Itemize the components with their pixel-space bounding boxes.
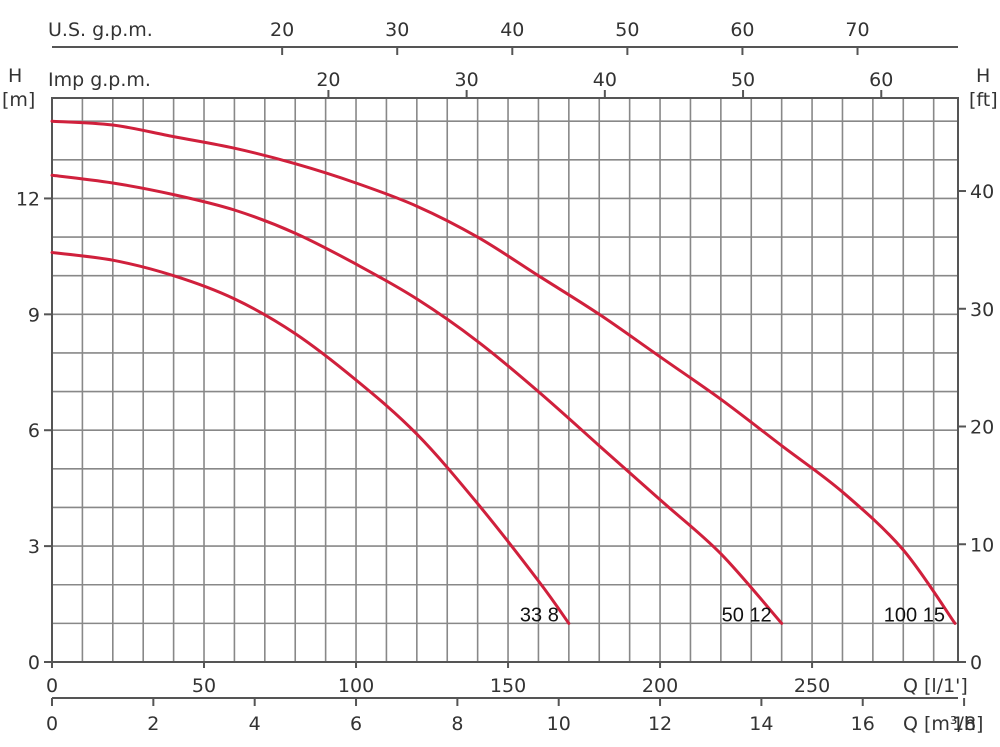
top-imp-tick-label: 20 (316, 69, 340, 91)
top-imp-tick-label: 30 (455, 69, 479, 91)
right-tick-label: 30 (970, 299, 994, 321)
curve-label-100-15: 100 15 (884, 604, 945, 626)
bottom-secondary-tick-label: 12 (648, 713, 672, 735)
top-imp-tick-label: 40 (593, 69, 617, 91)
top-us-tick-label: 40 (500, 19, 524, 41)
bottom-secondary-tick-label: 0 (46, 713, 58, 735)
left-axis-unit: [m] (2, 89, 35, 111)
right-tick-label: 40 (970, 181, 994, 203)
top-us-tick-label: 30 (385, 19, 409, 41)
bottom-secondary-tick-label: 14 (749, 713, 773, 735)
top-imp-axis-label: Imp g.p.m. (48, 69, 151, 91)
bottom-secondary-tick-label: 10 (547, 713, 571, 735)
right-tick-label: 0 (970, 652, 982, 674)
bottom-secondary-tick-label: 2 (147, 713, 159, 735)
top-us-tick-label: 20 (270, 19, 294, 41)
bottom-primary-tick-label: 200 (642, 675, 678, 697)
pump-curves (50, 119, 957, 625)
top-us-tick-label: 70 (845, 19, 869, 41)
bottom-secondary-tick-label: 8 (451, 713, 463, 735)
left-axis-label: H (8, 65, 22, 87)
curve-100-15 (50, 119, 957, 625)
bottom-secondary-tick-label: 4 (249, 713, 261, 735)
top-us-axis-label: U.S. g.p.m. (48, 19, 153, 41)
curve-label-33-8: 33 8 (520, 604, 559, 626)
axes-frame (51, 46, 959, 699)
left-tick-label: 9 (28, 304, 40, 326)
bottom-secondary-tick-label: 18 (952, 713, 976, 735)
right-axis-unit: [ft] (969, 89, 998, 111)
left-tick-label: 6 (28, 420, 40, 442)
curve-33-8 (50, 251, 571, 625)
right-axis-label: H (976, 65, 990, 87)
axis-labels: U.S. g.p.m. Imp g.p.m. H [m] H [ft] Q [l… (2, 19, 998, 735)
bottom-primary-tick-label: 0 (46, 675, 58, 697)
top-us-tick-label: 60 (730, 19, 754, 41)
plot-border (51, 97, 959, 663)
curve-label-50-12: 50 12 (722, 604, 772, 626)
right-tick-label: 10 (970, 534, 994, 556)
bottom-primary-tick-label: 50 (192, 675, 216, 697)
top-imp-tick-label: 50 (731, 69, 755, 91)
tick-labels: 0 3 6 9 12 0 10 20 30 40 0 50 100 150 200 250 0 2 4 6 8 10 12 1… (16, 19, 994, 735)
bottom-primary-tick-label: 250 (794, 675, 830, 697)
left-tick-label: 12 (16, 188, 40, 210)
top-imp-tick-label: 60 (869, 69, 893, 91)
bottom-secondary-axis-label: Q [m³/h] (903, 713, 983, 735)
bottom-primary-tick-label: 100 (338, 675, 374, 697)
bottom-primary-axis-label: Q [l/1'] (903, 675, 968, 697)
bottom-primary-tick-label: 150 (490, 675, 526, 697)
curve-50-12 (50, 173, 784, 625)
bottom-secondary-tick-label: 6 (350, 713, 362, 735)
bottom-secondary-tick-label: 16 (851, 713, 875, 735)
left-tick-label: 3 (28, 536, 40, 558)
right-tick-label: 20 (970, 417, 994, 439)
grid (52, 98, 958, 662)
curve-labels: 33 8 50 12 100 15 (520, 604, 945, 626)
left-tick-label: 0 (28, 652, 40, 674)
top-us-tick-label: 50 (615, 19, 639, 41)
